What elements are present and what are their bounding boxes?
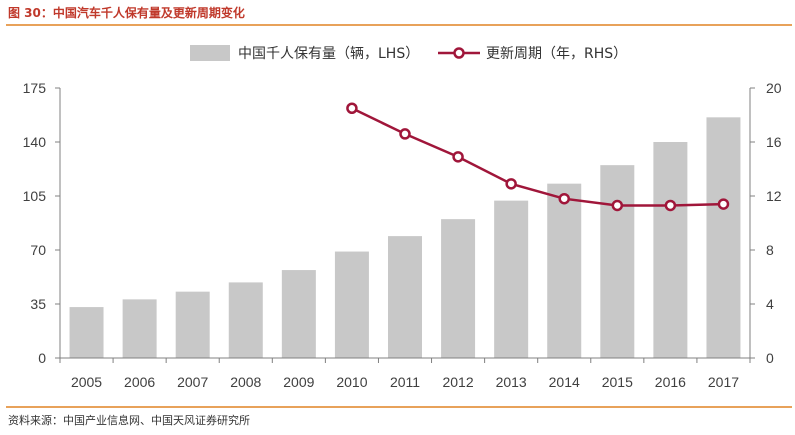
bar-2008 [228, 282, 263, 358]
x-tick-label-2009: 2009 [283, 374, 314, 390]
x-tick-label-2012: 2012 [442, 374, 473, 390]
x-tick-label-2011: 2011 [390, 374, 420, 390]
bar-2010 [334, 251, 369, 358]
right-tick-label-20: 20 [766, 80, 782, 96]
figure-title: 图 30：中国汽车千人保有量及更新周期变化 [8, 6, 245, 20]
bar-2012 [441, 219, 476, 358]
legend-swatch-bar [190, 45, 230, 61]
bar-2017 [706, 117, 741, 358]
right-tick-label-0: 0 [766, 350, 774, 366]
bar-2011 [388, 236, 422, 358]
bar-2015 [600, 165, 635, 358]
bar-2014 [547, 183, 582, 358]
legend-swatch-marker [453, 47, 465, 59]
axes: 0 35 70 105 140 175 0 4 8 12 16 20 2005 2006 2007 2008 2… [23, 80, 782, 390]
bar-series [69, 117, 741, 358]
left-tick-label-175: 175 [23, 80, 47, 96]
bar-2005 [69, 307, 104, 358]
top-divider [6, 24, 792, 26]
x-tick-label-2008: 2008 [230, 374, 261, 390]
legend-label-bar: 中国千人保有量（辆，LHS） [238, 46, 419, 62]
line-series [346, 102, 730, 212]
legend: 中国千人保有量（辆，LHS） 更新周期（年，RHS） [190, 45, 627, 62]
source-note: 资料来源：中国产业信息网、中国天风证券研究所 [8, 414, 250, 427]
line-point-2010 [346, 102, 358, 114]
bar-2007 [175, 291, 210, 358]
left-tick-label-105: 105 [23, 188, 47, 204]
bar-2009 [281, 270, 316, 358]
x-tick-label-2016: 2016 [655, 374, 686, 390]
right-tick-label-12: 12 [766, 188, 782, 204]
line-point-2016 [664, 199, 677, 212]
line-point-2012 [452, 151, 464, 163]
bottom-divider [6, 406, 792, 408]
legend-label-line: 更新周期（年，RHS） [486, 46, 627, 62]
x-tick-label-2015: 2015 [602, 374, 633, 390]
bar-2006 [122, 299, 157, 358]
x-tick-label-2014: 2014 [549, 374, 580, 390]
x-tick-label-2017: 2017 [708, 374, 739, 390]
line-point-2015 [611, 199, 624, 212]
right-tick-label-4: 4 [766, 296, 774, 312]
right-tick-label-16: 16 [766, 134, 782, 150]
left-tick-label-70: 70 [30, 242, 46, 258]
x-tick-label-2010: 2010 [336, 374, 367, 390]
bar-2013 [494, 200, 529, 358]
x-tick-label-2007: 2007 [177, 374, 208, 390]
bar-2016 [653, 142, 688, 358]
line-point-2013 [505, 178, 517, 190]
line-point-2017 [717, 198, 730, 210]
x-tick-label-2006: 2006 [124, 374, 155, 390]
left-tick-label-0: 0 [38, 350, 46, 366]
line-point-2014 [558, 192, 570, 205]
line-path [351, 107, 724, 207]
line-point-2011 [399, 128, 411, 140]
right-tick-label-8: 8 [766, 242, 774, 258]
left-tick-label-140: 140 [23, 134, 47, 150]
left-tick-label-35: 35 [30, 296, 46, 312]
x-tick-label-2013: 2013 [496, 374, 527, 390]
x-tick-label-2005: 2005 [71, 374, 102, 390]
